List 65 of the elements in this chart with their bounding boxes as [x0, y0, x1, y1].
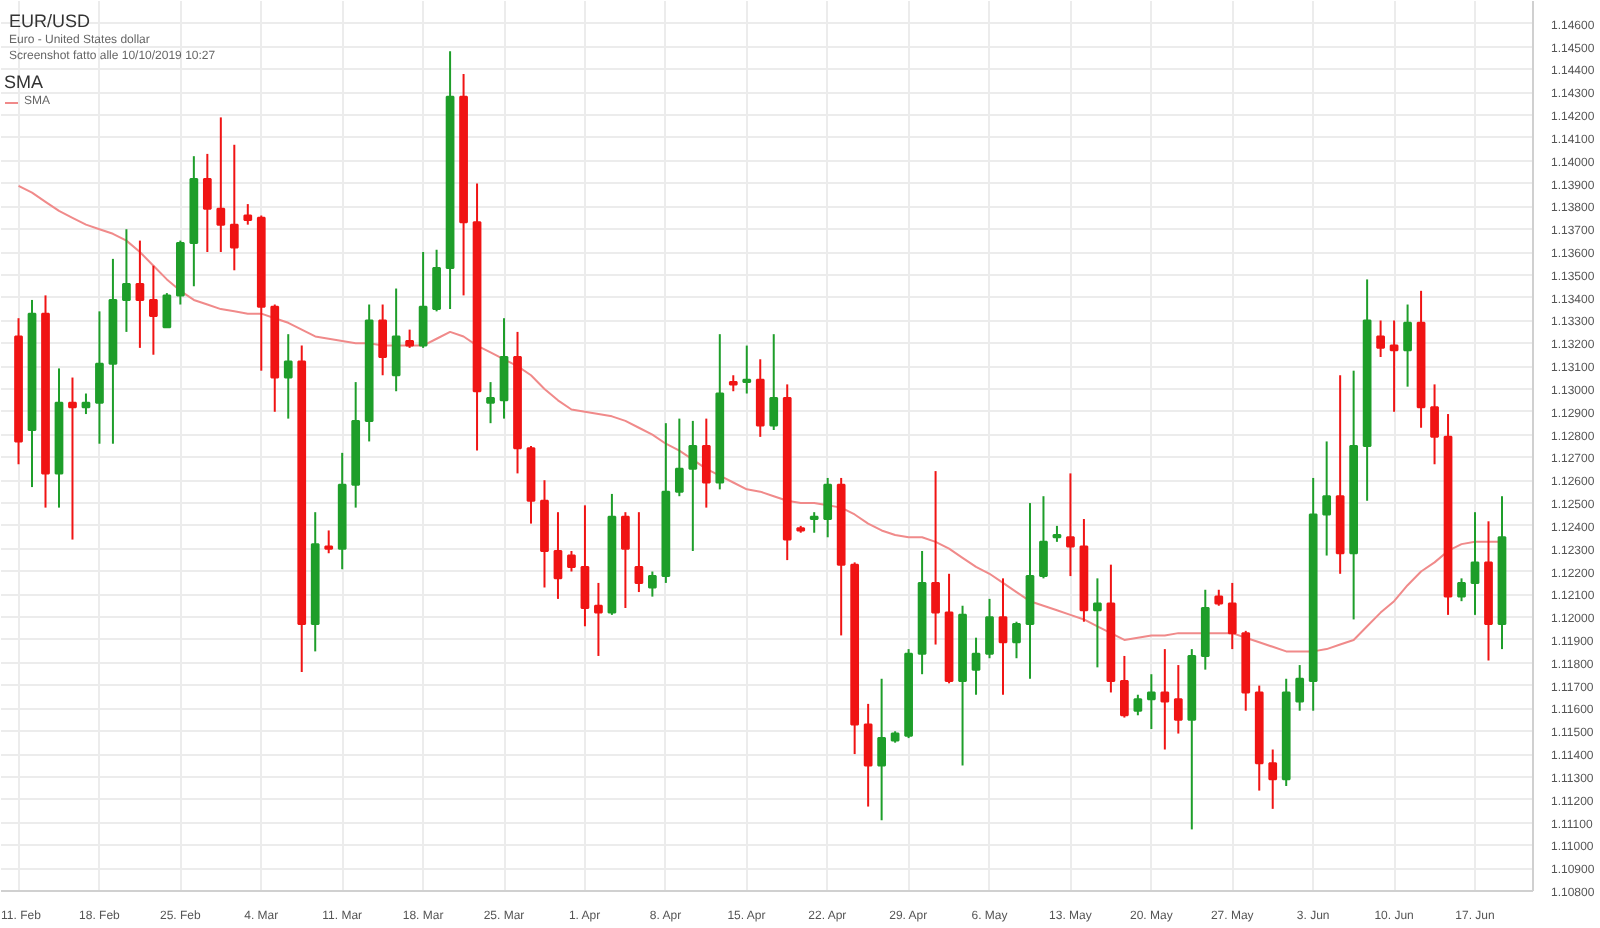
candlestick: [81, 392, 91, 416]
candlestick: [985, 597, 994, 660]
candlestick: [1133, 693, 1143, 717]
candlestick: [1025, 502, 1035, 680]
candlestick: [769, 333, 779, 432]
candlestick: [378, 303, 388, 377]
candlestick: [1403, 303, 1412, 388]
candlestick: [688, 419, 698, 552]
candlestick: [877, 677, 886, 822]
candlestick: [971, 636, 981, 696]
candlestick: [243, 203, 253, 226]
candlestick: [1322, 440, 1332, 557]
candlestick: [135, 239, 145, 349]
candlestick: [432, 248, 441, 313]
candlestick: [1295, 664, 1305, 712]
candlestick: [553, 511, 563, 600]
candlestick: [324, 529, 334, 555]
candlestick: [1012, 620, 1021, 660]
candlestick: [486, 381, 495, 425]
candlestick: [216, 116, 226, 254]
candlestick: [149, 264, 158, 356]
candlestick: [580, 504, 590, 628]
candlestick: [863, 702, 873, 808]
candlestick: [122, 228, 131, 333]
candlestick: [1430, 383, 1439, 466]
candlestick: [95, 310, 104, 445]
candlestick: [405, 328, 414, 349]
candlestick: [162, 292, 172, 329]
candlestick: [931, 470, 940, 646]
candlestick: [1173, 664, 1183, 735]
candlestick: [634, 511, 644, 594]
candlestick: [742, 344, 752, 395]
candlestick: [418, 251, 428, 349]
candlestick: [283, 333, 293, 420]
candlestick: [1160, 648, 1170, 751]
candlestick: [567, 549, 576, 573]
candlestick: [499, 317, 509, 420]
line-series: [17, 184, 1503, 653]
candlestick: [594, 581, 603, 657]
candlestick: [202, 152, 212, 254]
legend-title: SMA: [4, 72, 46, 92]
candlestick: [1227, 581, 1237, 651]
candlestick: [1066, 472, 1075, 578]
candlestick: [68, 376, 77, 541]
candlestick: [1039, 495, 1048, 580]
candlestick: [998, 577, 1008, 696]
candlestick: [701, 417, 711, 509]
candlestick: [755, 358, 765, 438]
candlestick: [1200, 588, 1210, 671]
candlestick: [1470, 511, 1480, 616]
text: EUR/USD: [9, 11, 92, 31]
candlestick: [648, 570, 657, 598]
candlestick: [1389, 319, 1399, 413]
candlestick: [229, 143, 239, 272]
candlestick: [391, 287, 401, 393]
candlestick: [1268, 748, 1278, 810]
candlestick: [1093, 577, 1102, 669]
candlestick: [809, 511, 819, 534]
candlestick: [1376, 319, 1385, 358]
candlestick: [674, 417, 684, 498]
candlestick: [1146, 673, 1156, 730]
candlestick: [823, 476, 833, 539]
candlestick: [1457, 577, 1466, 603]
candlestick: [621, 511, 630, 610]
candlestick: [1120, 654, 1129, 719]
